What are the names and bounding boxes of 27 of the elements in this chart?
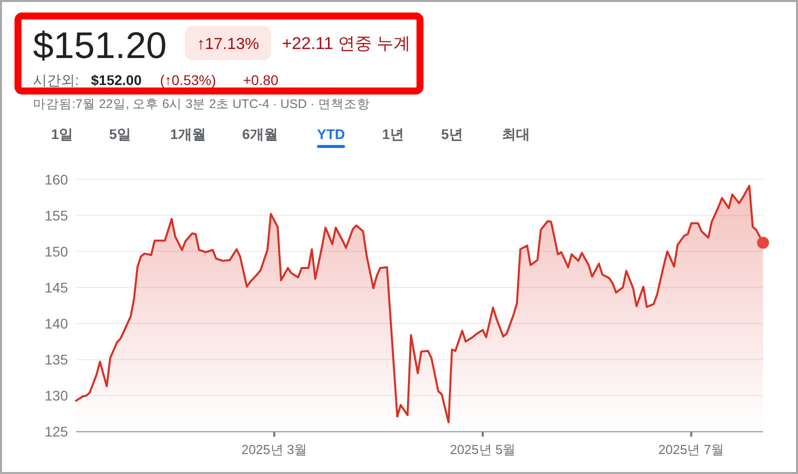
y-tick-label: 155 <box>44 207 68 224</box>
tab-label: 최대 <box>502 126 530 142</box>
annotation: +22.11 연중 누계 <box>282 34 411 53</box>
tab-label: 1일 <box>51 126 73 142</box>
x-tick-label: 2025년 5월 <box>450 442 516 457</box>
x-tick-label: 2025년 3월 <box>241 442 308 457</box>
tab-label: YTD <box>317 126 345 142</box>
y-tick-label: 150 <box>44 243 68 260</box>
tab-label: 5일 <box>109 126 131 142</box>
annotation: $152.00 <box>91 72 142 88</box>
y-tick-label: 160 <box>44 171 68 188</box>
y-tick-label: 145 <box>44 279 68 296</box>
tab-label: 6개월 <box>242 126 278 142</box>
annotation: (↑0.53%) <box>160 72 216 88</box>
y-tick-label: 135 <box>44 352 68 368</box>
tab-label: 1년 <box>382 126 404 142</box>
change-label: ↑17.13% <box>196 36 260 53</box>
y-tick-label: 130 <box>44 388 68 404</box>
annotation: +0.80 <box>243 72 278 88</box>
y-tick-label: 125 <box>44 424 68 440</box>
chart-title: $151.20 <box>33 25 167 66</box>
tab-label: 5년 <box>441 126 463 142</box>
tab-label: 1개월 <box>170 126 206 142</box>
y-tick-label: 140 <box>44 316 68 332</box>
chart-subtitle: 마감됨:7월 22일, 오후 6시 3분 2초 UTC-4 · USD · 면책조항 <box>33 97 370 111</box>
x-tick-label: 2025년 7월 <box>658 442 724 457</box>
annotation: 시간외: <box>33 72 79 88</box>
